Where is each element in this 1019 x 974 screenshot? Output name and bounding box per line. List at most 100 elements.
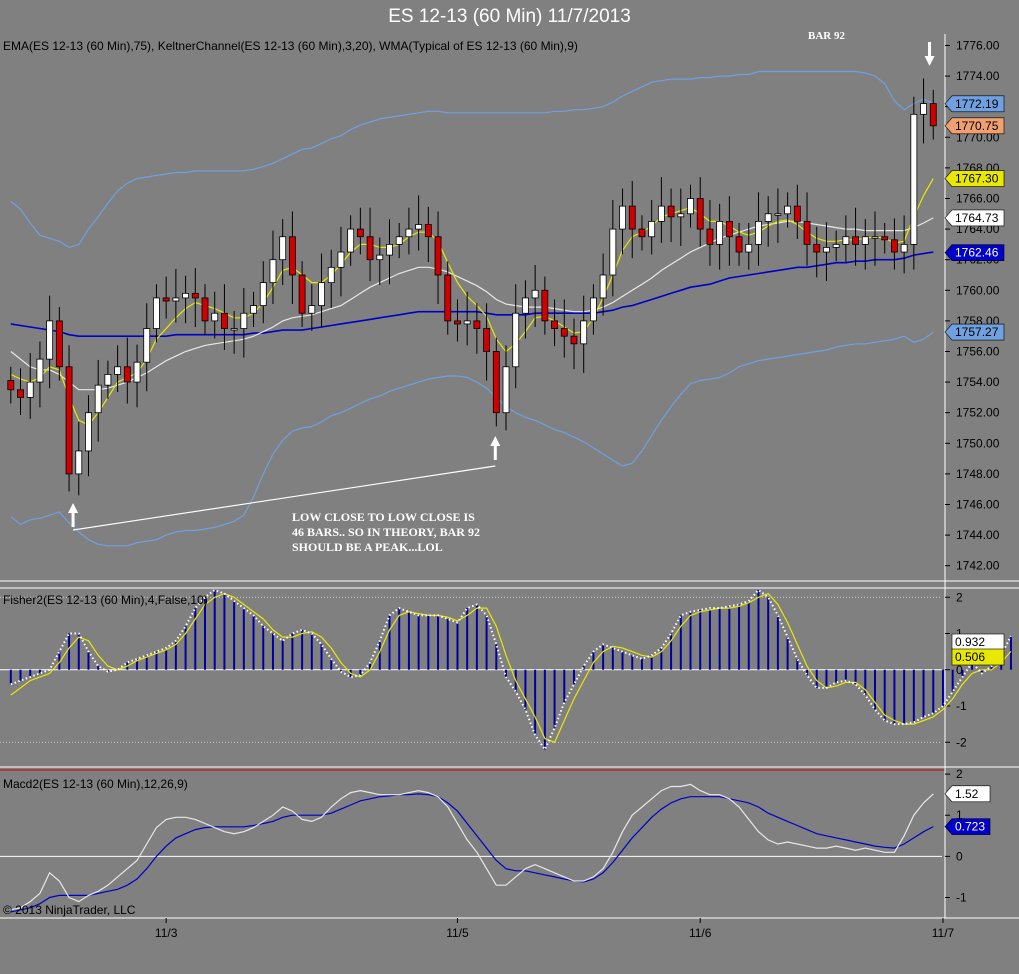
price-last-value-tag-bg (944, 244, 1005, 261)
candle-body (793, 205, 801, 222)
price-ytick-label: 1752.00 (956, 406, 1000, 420)
price-ytick-label: 1746.00 (956, 497, 1000, 511)
candle-body (298, 274, 306, 314)
candle-body (162, 297, 170, 302)
bar-92-label: BAR 92 (808, 30, 845, 42)
price-last-value-tag: 1764.73 (955, 211, 999, 225)
fisher-panel-label: Fisher2(ES 12-13 (60 Min),4,False,10) (3, 593, 208, 607)
candle-body (580, 320, 588, 345)
price-ytick-label: 1760.00 (956, 283, 1000, 297)
candle-body (221, 312, 228, 329)
fisher-line (10, 588, 1012, 752)
macd-line (10, 783, 934, 911)
price-last-value-tag-bg (944, 209, 1005, 227)
candle-body (696, 198, 704, 230)
price-last-value-tag: 1770.75 (955, 119, 999, 133)
candle-body (531, 289, 539, 299)
candle-body (803, 221, 811, 245)
candle-body (774, 213, 782, 216)
fisher-ytick-label: 1 (956, 627, 963, 641)
candle-body (492, 351, 500, 414)
fisher-signal-line (10, 592, 1012, 744)
keltner-lower-line (10, 331, 934, 547)
candle-body (861, 236, 869, 245)
candle-body (240, 312, 248, 329)
macd-ytick-label: -1 (956, 890, 967, 904)
fisher-ytick-label: -1 (956, 699, 967, 713)
candle-body (910, 113, 918, 245)
note-line-2: 46 BARS.. SO IN THEORY, BAR 92 (292, 525, 480, 539)
candle-body (483, 328, 491, 352)
candle-body (386, 243, 393, 256)
candle-body (599, 274, 607, 299)
candle-body (211, 312, 219, 322)
candle-body (230, 328, 238, 331)
candle-body (473, 320, 481, 329)
candle-body (541, 289, 549, 322)
candle-body (784, 205, 792, 215)
candle-body (26, 381, 34, 398)
candle-body (75, 450, 83, 475)
candle-body (269, 259, 277, 284)
candle-body (667, 205, 675, 218)
candle-body (114, 366, 122, 375)
bar-92-arrow-icon (924, 56, 935, 66)
low-close-2-arrow-icon-shaft (493, 446, 497, 460)
candle-body (424, 224, 432, 238)
candle-body (842, 236, 850, 245)
price-ytick-label: 1742.00 (956, 559, 1000, 573)
candle-body (376, 254, 384, 261)
wma9-line (10, 178, 934, 426)
candle-body (347, 228, 355, 253)
macd-ytick-label: 0 (956, 849, 963, 863)
candle-body (823, 247, 830, 253)
candle-body (891, 239, 898, 253)
candle-body (570, 335, 578, 345)
candle-body (648, 221, 656, 238)
candle-body (191, 292, 199, 299)
candle-body (308, 305, 316, 314)
note-line-3: SHOULD BE A PEAK...LOL (292, 540, 443, 554)
annotation-trend-line (72, 465, 496, 531)
macd-last-value-tag-bg (944, 785, 991, 803)
price-last-value-tag: 1772.19 (955, 97, 999, 111)
copyright-text: © 2013 NinjaTrader, LLC (3, 903, 136, 917)
candle-body (589, 297, 597, 322)
wma-mid-line (10, 217, 934, 391)
candle-body (628, 205, 636, 230)
x-tick-label: 11/7 (932, 926, 955, 940)
candle-body (813, 243, 821, 253)
candle-body (454, 320, 461, 325)
candle-body (832, 243, 840, 248)
candle-body (560, 328, 568, 337)
candle-body (405, 228, 413, 238)
note-line-1: LOW CLOSE TO LOW CLOSE IS (292, 510, 475, 524)
candle-body (366, 236, 374, 261)
bar-92-arrow-icon-shaft (928, 42, 932, 56)
fisher-ytick-label: 0 (956, 663, 963, 677)
price-ytick-label: 1766.00 (956, 191, 1000, 205)
x-tick-label: 11/5 (446, 926, 469, 940)
price-last-value-tag-bg (944, 95, 1005, 113)
keltner-upper-line (10, 70, 934, 249)
price-last-value-tag: 1762.46 (955, 246, 999, 260)
candle-body (7, 380, 15, 391)
candle-body (415, 224, 423, 230)
candle-body (395, 236, 403, 245)
price-last-value-tag: 1767.30 (955, 172, 999, 186)
candle-body (36, 358, 44, 383)
low-close-1-arrow-icon-shaft (71, 513, 75, 527)
candle-body (133, 361, 141, 383)
candle-body (657, 205, 665, 222)
candle-body (551, 320, 558, 329)
candle-body (881, 236, 889, 241)
price-ytick-label: 1754.00 (956, 375, 1000, 389)
candle-body (123, 366, 131, 383)
low-close-2-arrow-icon (490, 436, 501, 446)
candle-body (337, 251, 345, 268)
candle-body (65, 366, 73, 475)
candle-body (444, 274, 452, 322)
candle-body (687, 198, 694, 215)
macd-last-value-tag: 0.723 (955, 820, 985, 834)
